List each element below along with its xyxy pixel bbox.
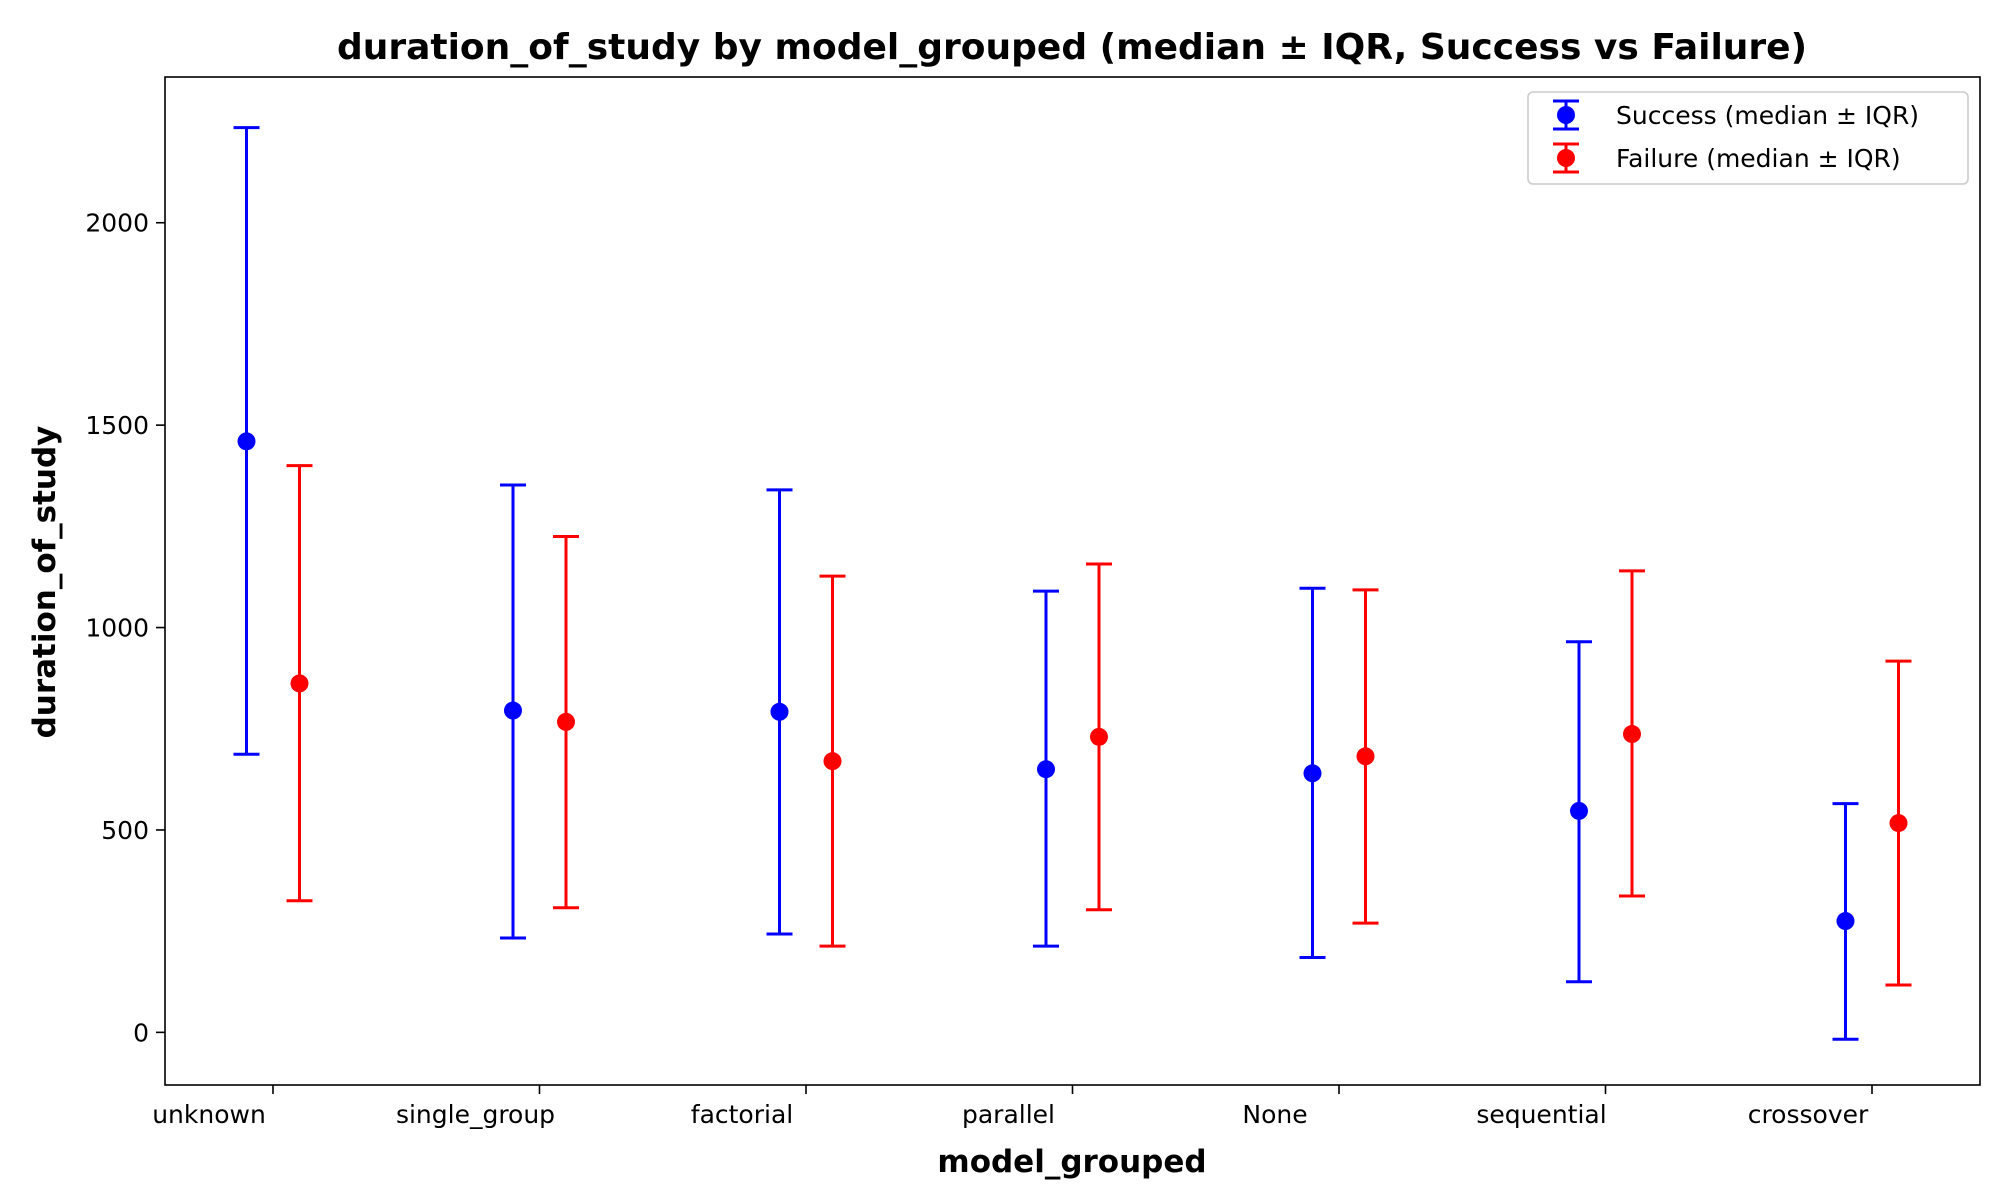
median-point [557, 712, 575, 731]
x-tick-label: unknown [152, 1100, 266, 1129]
plot-area: 0 500 1000 1500 2000 unknown single_group facto… [85, 76, 1981, 1129]
legend-box [1527, 91, 1969, 185]
median-point [1090, 727, 1108, 746]
y-tick-label: 1000 [85, 614, 149, 643]
x-tick-label: sequential [1476, 1100, 1606, 1129]
median-point [1623, 725, 1641, 744]
median-point [823, 752, 842, 771]
median-point [1836, 912, 1855, 931]
median-point [1889, 814, 1908, 833]
x-axis-label: model_grouped [937, 1144, 1206, 1180]
x-tick-label: crossover [1748, 1100, 1869, 1129]
legend-marker [1557, 106, 1575, 124]
median-point [1303, 764, 1322, 783]
median-point [770, 702, 789, 721]
legend-entry: Failure (median ± IQR) [1553, 142, 1901, 174]
y-tick-label: 500 [101, 816, 149, 845]
y-axis-label: duration_of_study [27, 426, 63, 739]
median-point [1037, 760, 1055, 779]
median-point [1356, 747, 1375, 766]
plot-frame [164, 76, 1981, 1086]
series-success [233, 126, 1859, 1041]
x-tick-label: parallel [962, 1100, 1055, 1129]
median-point [237, 432, 256, 451]
x-tick-label: None [1242, 1100, 1307, 1129]
series-failure [286, 464, 1912, 987]
y-tick-label: 0 [133, 1018, 149, 1047]
legend-label: Success (median ± IQR) [1616, 101, 1919, 130]
chart-title: duration_of_study by model_grouped (medi… [337, 27, 1807, 68]
median-point [1570, 801, 1588, 820]
median-point [290, 674, 309, 693]
median-point [504, 701, 522, 720]
x-tick-label: factorial [691, 1100, 793, 1129]
legend: Success (median ± IQR) Failure (median ± … [1527, 91, 1969, 185]
legend-entry: Success (median ± IQR) [1553, 99, 1919, 131]
legend-marker [1557, 149, 1575, 167]
y-tick-label: 2000 [85, 209, 149, 238]
x-tick-label: single_group [396, 1100, 555, 1129]
y-tick-label: 1500 [85, 411, 149, 440]
legend-label: Failure (median ± IQR) [1616, 144, 1901, 173]
